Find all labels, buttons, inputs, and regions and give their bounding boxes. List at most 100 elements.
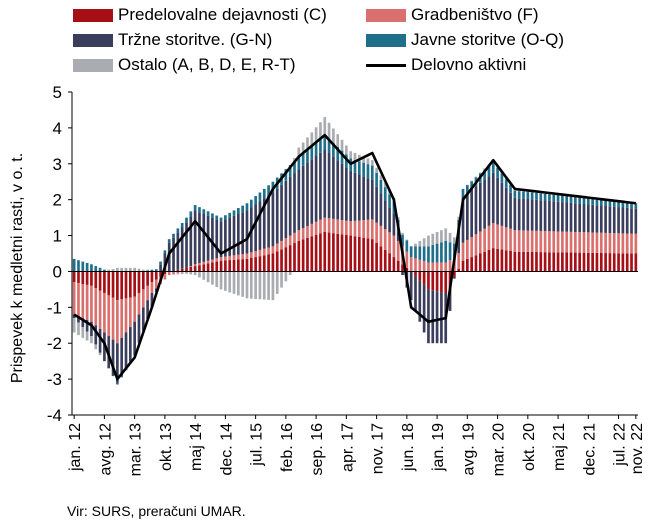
bar-manufacturing xyxy=(565,252,569,272)
bar-manufacturing xyxy=(185,267,188,272)
legend-label-construction: Gradbeništvo (F) xyxy=(411,5,539,24)
bar-manufacturing xyxy=(133,271,136,297)
bar-construction xyxy=(176,271,180,274)
bar-public xyxy=(370,165,374,180)
bar-market xyxy=(72,314,76,319)
bar-other xyxy=(306,137,309,150)
bar-market xyxy=(474,186,478,235)
bar-construction xyxy=(535,230,538,253)
bar-manufacturing xyxy=(444,271,448,293)
bar-market xyxy=(496,177,499,225)
bar-market xyxy=(453,276,456,279)
bar-manufacturing xyxy=(383,249,387,272)
bar-manufacturing xyxy=(357,236,361,272)
bar-public xyxy=(172,233,175,238)
x-tick-label: nov. 17 xyxy=(370,423,387,474)
x-tick-label: jan. 12 xyxy=(67,423,84,472)
bar-construction xyxy=(249,252,253,258)
bar-market xyxy=(297,169,301,231)
bar-market xyxy=(163,253,167,272)
bar-public xyxy=(509,184,512,193)
bar-public xyxy=(310,145,314,160)
bar-manufacturing xyxy=(215,261,219,272)
bar-public xyxy=(526,192,530,200)
bar-market xyxy=(478,182,482,232)
bar-market xyxy=(284,180,288,239)
bar-public xyxy=(314,142,318,156)
bar-construction xyxy=(509,228,512,251)
bar-construction xyxy=(375,222,378,243)
bar-construction xyxy=(211,259,214,263)
bar-other xyxy=(193,271,197,276)
bar-public xyxy=(284,169,288,181)
bar-public xyxy=(427,246,430,263)
bar-construction xyxy=(72,282,76,315)
bar-public xyxy=(535,192,538,200)
bar-public xyxy=(440,242,443,263)
bar-construction xyxy=(526,230,530,252)
bar-public xyxy=(228,212,232,218)
bar-manufacturing xyxy=(604,253,607,272)
bar-construction xyxy=(327,218,331,233)
bar-construction xyxy=(457,253,461,269)
bar-manufacturing xyxy=(535,252,538,272)
bar-manufacturing xyxy=(284,247,288,272)
legend-item-manufacturing: Predelovalne dejavnosti (C) xyxy=(73,5,327,25)
bar-public xyxy=(522,191,525,199)
bar-market xyxy=(124,332,128,369)
bar-market xyxy=(353,172,357,221)
bar-construction xyxy=(111,297,115,340)
bar-construction xyxy=(306,225,309,238)
bar-manufacturing xyxy=(552,252,556,272)
bar-public xyxy=(362,162,365,177)
bar-market xyxy=(146,300,149,319)
bar-market xyxy=(254,204,257,252)
bar-construction xyxy=(500,225,504,250)
bar-manufacturing xyxy=(496,248,499,272)
bar-market xyxy=(128,327,132,362)
bar-construction xyxy=(625,233,629,254)
bar-manufacturing xyxy=(396,260,400,272)
bar-other xyxy=(383,182,387,188)
bar-other xyxy=(254,271,257,299)
bar-construction xyxy=(578,232,582,253)
bar-market xyxy=(548,200,551,232)
bar-other xyxy=(275,271,279,294)
bar-market xyxy=(526,199,530,231)
bar-construction xyxy=(574,231,577,253)
bar-construction xyxy=(301,228,305,240)
bar-construction xyxy=(215,258,219,262)
bar-market xyxy=(457,230,461,254)
bar-other xyxy=(470,180,473,182)
bar-construction xyxy=(362,220,365,238)
bar-construction xyxy=(612,233,616,254)
bar-other xyxy=(249,271,253,299)
bar-market xyxy=(599,205,603,233)
bar-market xyxy=(396,231,400,241)
bar-market xyxy=(267,195,270,248)
bar-public xyxy=(599,199,603,206)
bar-construction xyxy=(466,239,469,259)
bar-other xyxy=(176,273,180,275)
bar-other xyxy=(353,153,357,160)
bar-construction xyxy=(336,219,340,234)
bar-market xyxy=(271,192,275,247)
bar-construction xyxy=(297,230,301,241)
bar-other xyxy=(146,269,149,271)
bar-other xyxy=(128,267,132,272)
bar-public xyxy=(150,269,154,272)
bar-public xyxy=(306,149,309,163)
bar-construction xyxy=(314,221,318,235)
bar-other xyxy=(427,235,430,247)
bar-other xyxy=(293,158,296,161)
bar-other xyxy=(116,267,119,272)
bar-public xyxy=(556,195,560,202)
bar-market xyxy=(275,188,279,244)
bar-market xyxy=(314,156,318,222)
bar-manufacturing xyxy=(392,257,396,272)
bar-manufacturing xyxy=(448,271,452,285)
bar-construction xyxy=(539,230,543,253)
legend-item-employed: Delovno aktivni xyxy=(366,55,526,75)
bar-construction xyxy=(219,257,223,261)
